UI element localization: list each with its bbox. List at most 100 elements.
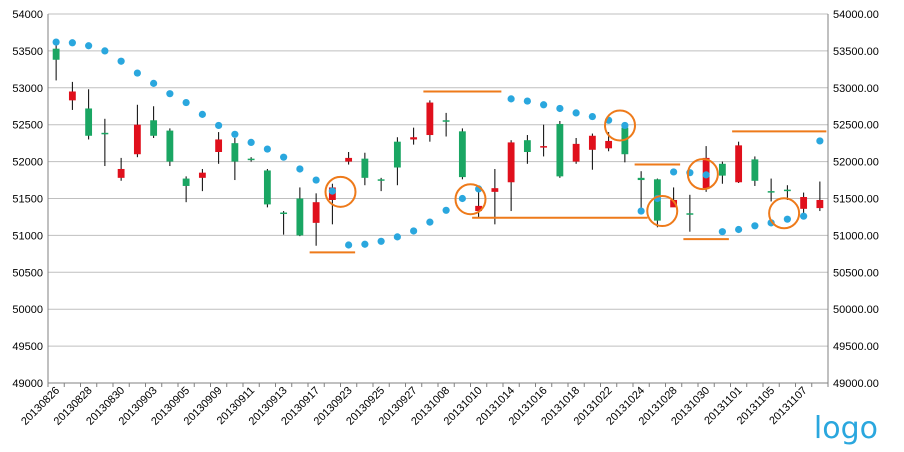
candle-body	[475, 205, 483, 212]
candle-body	[133, 124, 141, 155]
candle-body	[621, 127, 629, 155]
y-tick-label-right: 51500.00	[833, 194, 879, 206]
y-tick-label-left: 52500	[12, 120, 43, 132]
sar-dot	[523, 97, 531, 105]
candle-body	[247, 158, 255, 161]
candle-body	[52, 48, 60, 60]
sar-dot	[345, 241, 353, 249]
sar-dot	[198, 110, 206, 118]
candle-body	[735, 145, 743, 183]
sar-dot	[150, 79, 158, 87]
y-tick-label-left: 51000	[12, 230, 43, 242]
y-tick-label-left: 52000	[12, 157, 43, 169]
logo-text: logo	[813, 411, 878, 446]
candle-body	[166, 130, 174, 162]
candle-body	[361, 158, 369, 178]
candle-body	[280, 212, 288, 215]
candle-body	[605, 140, 613, 149]
y-tick-label-left: 50500	[12, 267, 43, 279]
candle-body	[556, 123, 564, 177]
y-tick-label-left: 53000	[12, 83, 43, 95]
candle-body	[540, 146, 548, 148]
gridlines	[48, 13, 828, 384]
sar-dot	[280, 153, 288, 161]
annotation-circle	[768, 197, 801, 230]
y-tick-label-right: 49000.00	[833, 378, 879, 390]
candle-body	[215, 139, 223, 153]
x-axis-tick-labels: 2013082620130828201308302013090320130905…	[19, 385, 810, 428]
sar-dot	[556, 104, 564, 113]
candle-body	[68, 91, 76, 101]
sar-dot	[800, 212, 808, 220]
sar-dot	[458, 194, 466, 203]
sar-dot	[247, 138, 255, 147]
sar-dot	[702, 171, 710, 179]
candle-body	[767, 191, 775, 193]
candle-body	[377, 179, 385, 181]
sar-dot	[426, 218, 434, 226]
sar-dot	[718, 228, 726, 236]
y-tick-label-right: 54000.00	[833, 9, 879, 21]
candle-body	[523, 140, 531, 153]
candle-body	[426, 102, 434, 136]
sar-dot	[637, 207, 645, 215]
sar-dot	[816, 137, 824, 145]
y-axis-right-tick-labels: 49000.00 49500.00 50000.00 50500.00 51000.00…	[833, 9, 879, 390]
sar-dot	[215, 121, 223, 130]
candle-body	[345, 157, 353, 162]
annotation-circle	[686, 158, 719, 191]
y-tick-label-right: 53500.00	[833, 46, 879, 58]
sar-dot	[670, 168, 678, 176]
sar-dot	[182, 98, 190, 107]
candle-body	[263, 170, 271, 205]
candle-body	[670, 199, 678, 208]
sar-dot	[410, 227, 418, 235]
axes	[47, 14, 829, 387]
sar-dot	[117, 57, 125, 65]
sar-dot	[442, 206, 450, 214]
y-tick-label-right: 53000.00	[833, 83, 879, 95]
candle-body	[393, 141, 401, 168]
candle-body	[117, 168, 125, 178]
sar-dot	[588, 112, 596, 121]
candle-body	[491, 188, 499, 192]
candle-body	[816, 199, 824, 209]
candle-body	[150, 120, 158, 136]
candle-body	[588, 135, 596, 150]
sar-dot	[85, 42, 93, 50]
candle-body	[507, 142, 515, 183]
y-tick-label-left: 51500	[12, 194, 43, 206]
candle-body	[686, 213, 694, 215]
y-tick-label-right: 52500.00	[833, 120, 879, 132]
y-tick-label-left: 49000	[12, 378, 43, 390]
y-axis-left-tick-labels: 49000 49500 50000 50500 51000 51500 52000 52500…	[12, 9, 43, 390]
sar-dot	[751, 222, 759, 230]
sar-dot	[68, 39, 76, 47]
sar-dot	[52, 38, 60, 46]
candle-body	[198, 172, 206, 178]
sar-dot	[328, 187, 336, 195]
sar-dot	[312, 176, 320, 184]
candle-body	[572, 143, 580, 162]
candle-body	[442, 120, 450, 122]
y-tick-label-left: 50000	[12, 304, 43, 316]
annotation-circle	[646, 195, 679, 228]
y-tick-label-left: 53500	[12, 46, 43, 58]
candle-body	[718, 163, 726, 176]
sar-dot	[361, 240, 369, 248]
candle-body	[800, 197, 808, 209]
annotation-circle	[454, 183, 487, 216]
candle-body	[296, 198, 304, 236]
candle-body	[182, 178, 190, 186]
sar-dot	[166, 90, 174, 98]
y-tick-label-right: 52000.00	[833, 157, 879, 169]
sar-dot	[231, 130, 239, 138]
candle-body	[783, 189, 791, 192]
candle-body	[637, 177, 645, 181]
annotations	[309, 90, 827, 254]
candle-body	[458, 131, 466, 178]
y-tick-label-right: 49500.00	[833, 341, 879, 353]
y-tick-label-left: 49500	[12, 341, 43, 353]
y-tick-label-right: 50000.00	[833, 304, 879, 316]
